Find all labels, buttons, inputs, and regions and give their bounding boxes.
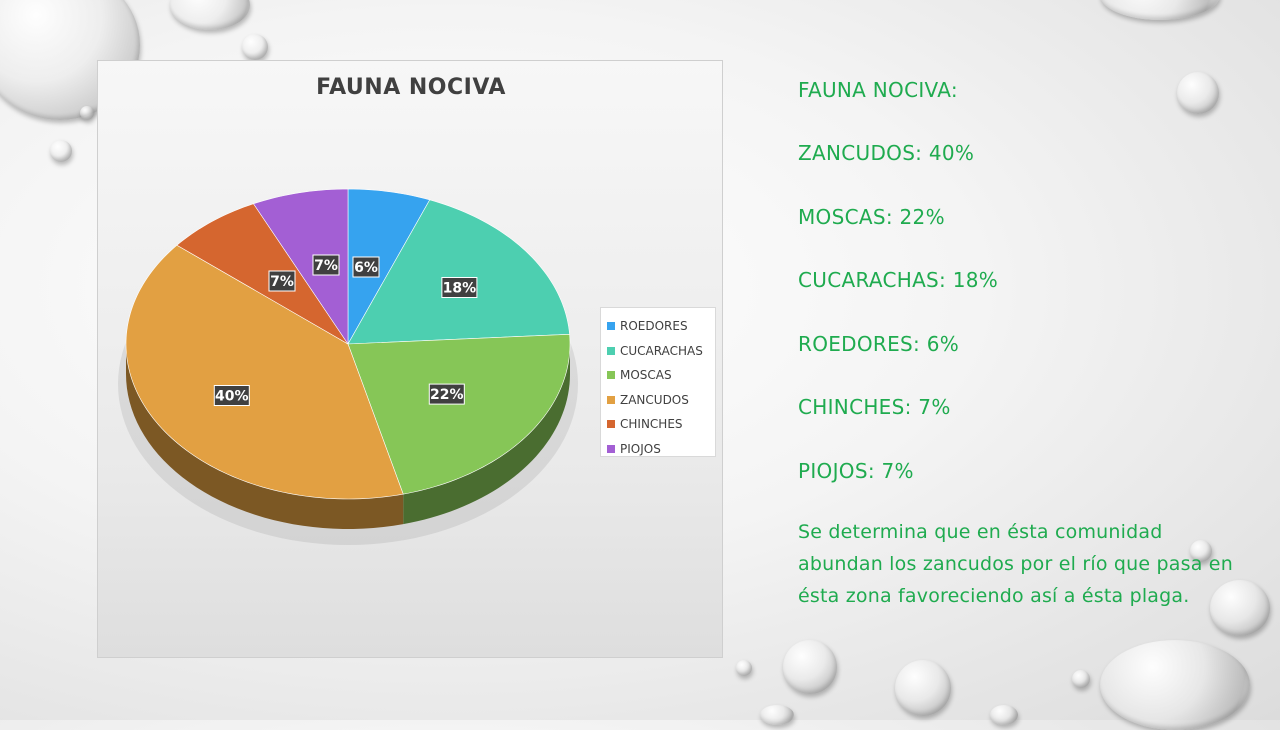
pie-slice-piojos: [253, 188, 349, 345]
data-label-box: [268, 270, 296, 292]
data-label-box: [428, 383, 465, 405]
water-drop-decoration: [1100, 640, 1250, 730]
legend-item-piojos: PIOJOS: [607, 437, 715, 462]
legend-swatch: [607, 371, 615, 380]
legend-item-zancudos: ZANCUDOS: [607, 388, 715, 413]
summary-heading: FAUNA NOCIVA:: [798, 78, 958, 102]
pie-slice-moscas: [347, 333, 571, 495]
summary-line-moscas: MOSCAS: 22%: [798, 204, 945, 229]
data-label-zancudos: 40%: [213, 385, 250, 406]
water-drop-decoration: [783, 640, 837, 694]
data-label-text: 6%: [354, 260, 378, 276]
legend-swatch: [607, 322, 615, 331]
pie-slice-roedores: [347, 188, 431, 346]
legend-item-chinches: CHINCHES: [607, 412, 715, 437]
chart-panel: FAUNA NOCIVA 6% 18% 22% 40% 7% 7% ROEDORES CUC…: [97, 60, 723, 658]
pie-slice-cucarachas: [347, 199, 570, 345]
legend-label: ZANCUDOS: [620, 392, 689, 407]
water-drop-decoration: [50, 140, 72, 162]
water-drop-decoration: [895, 660, 951, 716]
water-drop-decoration: [80, 106, 94, 120]
chart-title: FAUNA NOCIVA: [316, 75, 506, 100]
chart-legend: ROEDORES CUCARACHAS MOSCAS ZANCUDOS CHINCHES…: [600, 307, 716, 457]
water-drop-decoration: [1072, 670, 1090, 688]
summary-line-piojos: PIOJOS: 7%: [798, 458, 914, 483]
legend-swatch: [607, 444, 615, 453]
legend-label: MOSCAS: [620, 368, 672, 383]
data-label-text: 7%: [270, 274, 294, 290]
water-drop-decoration: [1100, 0, 1220, 20]
legend-label: CHINCHES: [620, 417, 683, 432]
summary-line-chinches: CHINCHES: 7%: [798, 395, 951, 419]
data-label-text: 7%: [314, 258, 338, 274]
data-label-chinches: 7%: [268, 270, 296, 292]
data-label-box: [441, 277, 478, 298]
legend-item-roedores: ROEDORES: [607, 314, 715, 339]
data-label-box: [213, 385, 250, 406]
legend-swatch: [607, 420, 615, 429]
data-label-moscas: 22%: [428, 383, 465, 405]
data-label-text: 40%: [215, 389, 249, 405]
data-label-piojos: 7%: [312, 254, 340, 276]
legend-label: ROEDORES: [620, 319, 688, 334]
data-label-roedores: 6%: [352, 256, 380, 278]
pie-side-zancudos: [126, 344, 404, 529]
legend-swatch: [607, 395, 615, 404]
summary-line-cucarachas: CUCARACHAS: 18%: [798, 268, 999, 292]
data-label-text: 22%: [430, 387, 464, 403]
pie-slice-chinches: [176, 203, 349, 345]
data-label-box: [352, 256, 380, 278]
water-drop-decoration: [760, 705, 794, 725]
data-label-cucarachas: 18%: [441, 277, 478, 298]
data-label-text: 18%: [443, 281, 477, 297]
summary-line-zancudos: ZANCUDOS: 40%: [798, 141, 975, 165]
pie-side-moscas: [403, 344, 570, 525]
water-drop-decoration: [1210, 580, 1270, 636]
legend-label: PIOJOS: [620, 441, 661, 456]
water-drop-decoration: [1190, 540, 1212, 562]
water-drop-decoration: [170, 0, 250, 30]
summary-note: Se determina que en ésta comunidad abund…: [798, 521, 1233, 607]
legend-label: CUCARACHAS: [620, 343, 703, 358]
summary-line-roedores: ROEDORES: 6%: [798, 331, 960, 356]
data-label-box: [312, 254, 340, 276]
water-drop-decoration: [242, 34, 268, 60]
water-drop-decoration: [736, 660, 752, 676]
pie-chart: 6% 18% 22% 40% 7% 7%: [118, 188, 578, 545]
summary-panel: FAUNA NOCIVA: ZANCUDOS: 40% MOSCAS: 22% …: [798, 70, 1238, 612]
pie-slice-zancudos: [125, 244, 404, 500]
legend-swatch: [607, 346, 615, 355]
legend-item-moscas: MOSCAS: [607, 363, 715, 388]
water-drop-decoration: [990, 705, 1018, 725]
legend-item-cucarachas: CUCARACHAS: [607, 339, 715, 364]
water-drop-decoration: [1177, 72, 1219, 114]
